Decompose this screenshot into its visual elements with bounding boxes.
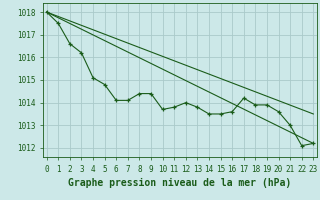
X-axis label: Graphe pression niveau de la mer (hPa): Graphe pression niveau de la mer (hPa) [68, 178, 292, 188]
